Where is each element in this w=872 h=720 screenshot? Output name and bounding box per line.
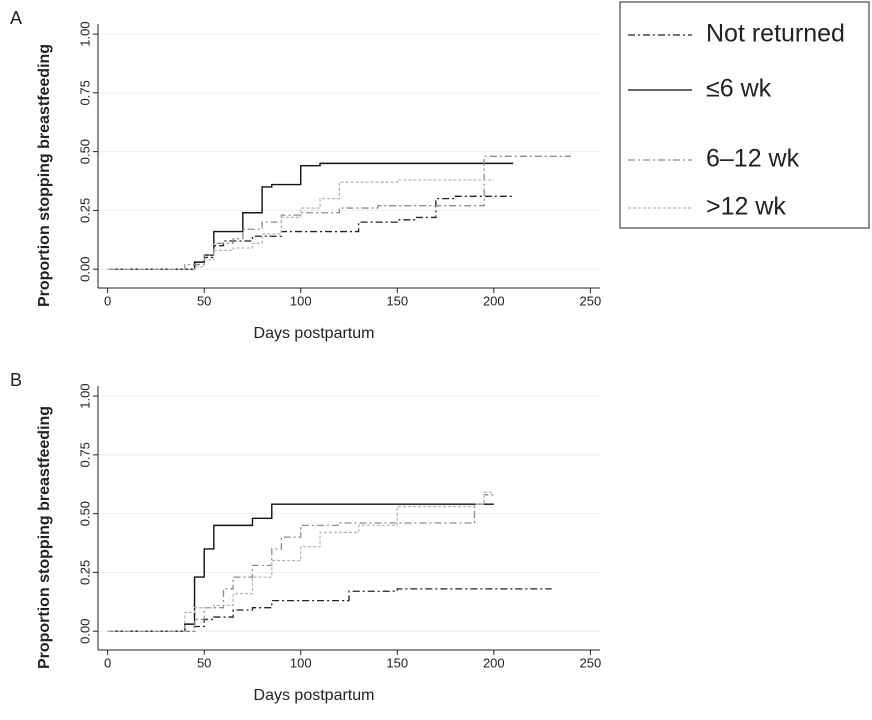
y-tick-label: 0.00 bbox=[77, 619, 92, 644]
x-axis-title: Days postpartum bbox=[254, 687, 375, 704]
survival-curve bbox=[107, 588, 552, 632]
survival-curve bbox=[107, 155, 572, 270]
survival-curve bbox=[107, 494, 494, 632]
survival-curve bbox=[107, 179, 494, 270]
y-tick-label: 1.00 bbox=[77, 21, 92, 46]
y-axis-title: Proportion stopping breastfeeding bbox=[36, 406, 53, 669]
x-tick-label: 50 bbox=[197, 655, 211, 670]
panel-label: A bbox=[10, 8, 22, 28]
legend-label: Not returned bbox=[706, 20, 845, 48]
x-tick-label: 0 bbox=[104, 655, 111, 670]
legend-label: >12 wk bbox=[706, 193, 786, 221]
x-tick-label: 100 bbox=[290, 293, 312, 308]
x-tick-label: 200 bbox=[483, 293, 505, 308]
legend-label: ≤6 wk bbox=[706, 75, 772, 103]
x-tick-label: 100 bbox=[290, 655, 312, 670]
survival-curve bbox=[107, 503, 494, 632]
x-tick-label: 250 bbox=[579, 655, 601, 670]
y-tick-label: 0.50 bbox=[77, 139, 92, 164]
survival-curve bbox=[107, 162, 514, 270]
x-tick-label: 150 bbox=[386, 655, 408, 670]
x-axis-title: Days postpartum bbox=[254, 325, 375, 342]
x-tick-label: 0 bbox=[104, 293, 111, 308]
y-tick-label: 0.75 bbox=[77, 80, 92, 105]
x-tick-label: 150 bbox=[386, 293, 408, 308]
y-axis-title: Proportion stopping breastfeeding bbox=[36, 44, 53, 307]
x-tick-label: 250 bbox=[579, 293, 601, 308]
y-tick-label: 0.00 bbox=[77, 257, 92, 282]
x-tick-label: 200 bbox=[483, 655, 505, 670]
survival-curve bbox=[107, 195, 514, 270]
x-tick-label: 50 bbox=[197, 293, 211, 308]
survival-curve bbox=[107, 491, 494, 632]
y-tick-label: 0.50 bbox=[77, 501, 92, 526]
y-tick-label: 0.25 bbox=[77, 560, 92, 585]
legend-label: 6–12 wk bbox=[706, 145, 800, 173]
y-tick-label: 1.00 bbox=[77, 383, 92, 408]
y-tick-label: 0.25 bbox=[77, 198, 92, 223]
y-tick-label: 0.75 bbox=[77, 442, 92, 467]
panel-label: B bbox=[10, 370, 22, 390]
legend-box bbox=[619, 1, 870, 229]
